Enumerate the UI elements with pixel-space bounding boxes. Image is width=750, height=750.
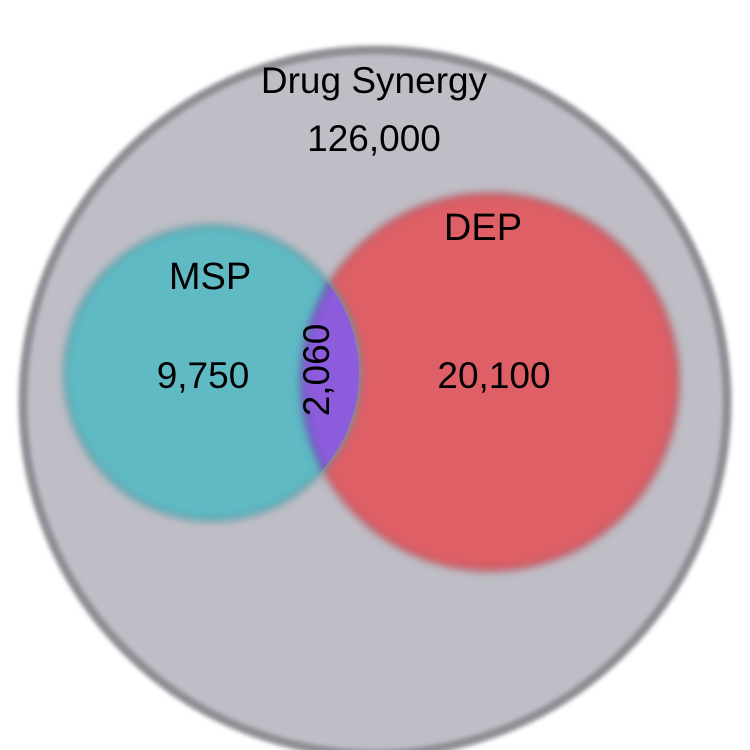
- set-count-dep: 20,100: [437, 355, 550, 396]
- universe-label: Drug Synergy: [261, 60, 488, 101]
- universe-count: 126,000: [307, 118, 441, 159]
- set-label-dep: DEP: [444, 207, 522, 249]
- set-label-msp: MSP: [169, 256, 251, 298]
- intersection-region: [299, 226, 359, 520]
- intersection-count: 2,060: [296, 324, 337, 417]
- set-count-msp: 9,750: [157, 355, 250, 396]
